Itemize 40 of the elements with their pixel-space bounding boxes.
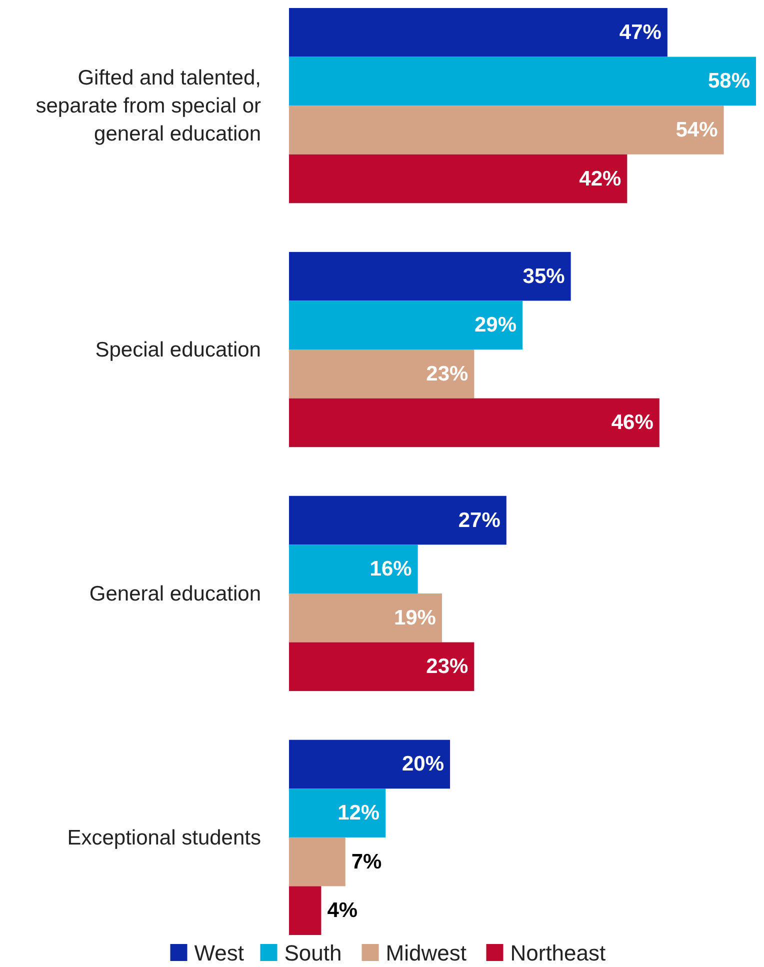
y-tick-label: Special education <box>95 338 261 362</box>
data-label: 12% <box>338 802 380 825</box>
bar <box>289 593 442 642</box>
bar <box>289 544 418 594</box>
legend-label: Northeast <box>510 940 606 966</box>
data-label: 23% <box>426 655 469 678</box>
bar <box>289 788 386 838</box>
bar <box>289 837 346 886</box>
data-label: 29% <box>474 314 517 337</box>
data-label: 42% <box>579 167 622 190</box>
bar <box>289 56 756 106</box>
bar <box>289 886 322 935</box>
bar <box>289 740 450 789</box>
bar <box>289 350 474 398</box>
data-label: 7% <box>351 850 382 874</box>
bar <box>289 154 628 204</box>
data-label: 16% <box>370 558 412 581</box>
legend-label: South <box>284 940 342 966</box>
legend-label: West <box>194 940 244 966</box>
bar <box>289 8 668 57</box>
data-label: 27% <box>458 508 501 532</box>
data-label: 46% <box>611 411 654 434</box>
data-label: 19% <box>394 606 436 630</box>
data-label: 4% <box>327 899 358 922</box>
data-label: 20% <box>402 752 444 776</box>
bar <box>289 106 724 154</box>
data-label: 58% <box>708 70 750 93</box>
data-label: 35% <box>522 264 566 288</box>
data-label: 23% <box>426 362 469 386</box>
bar <box>289 496 506 545</box>
bar <box>289 398 660 448</box>
bar <box>289 300 522 350</box>
bar <box>289 252 571 301</box>
data-label: 54% <box>676 118 718 142</box>
data-label: 47% <box>619 20 662 44</box>
bar <box>289 642 474 692</box>
y-tick-label: Exceptional students <box>67 826 261 849</box>
y-tick-label: Gifted and talented, separate from special or general education <box>36 66 261 146</box>
y-tick-label: General education <box>89 582 261 605</box>
legend-label: Midwest <box>386 940 466 966</box>
